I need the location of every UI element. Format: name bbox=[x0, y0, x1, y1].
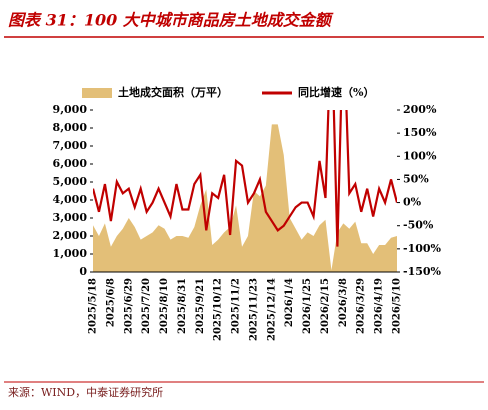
x-tick-label: 2025/6/8 bbox=[105, 278, 116, 327]
x-tick-label: 2025/8/31 bbox=[177, 278, 188, 334]
y-tick-label: 5,000 bbox=[53, 175, 88, 188]
x-tick-label: 2026/1/25 bbox=[302, 278, 313, 334]
legend-swatch bbox=[82, 88, 112, 98]
y-tick-label: 2,000 bbox=[53, 229, 88, 242]
y-tick-label: 7,000 bbox=[53, 139, 88, 152]
chart-title: 图表 31：100 大中城市商品房土地成交金额 bbox=[8, 11, 334, 30]
x-tick-label: 2025/9/21 bbox=[195, 278, 206, 334]
x-tick-label: 2025/11/2 bbox=[231, 278, 242, 334]
x-tick-label: 2025/11/23 bbox=[248, 278, 259, 341]
y2-tick-label: -100% bbox=[403, 242, 442, 255]
x-tick-label: 2025/6/29 bbox=[123, 278, 134, 334]
y2-tick-label: 150% bbox=[403, 126, 437, 139]
x-tick-label: 2026/2/15 bbox=[320, 278, 331, 334]
legend-label: 同比增速（%） bbox=[298, 85, 374, 99]
x-tick-label: 2025/5/18 bbox=[88, 278, 99, 334]
y-tick-label: 0 bbox=[79, 265, 87, 278]
x-tick-label: 2025/7/20 bbox=[141, 278, 152, 334]
y2-tick-label: 50% bbox=[403, 172, 429, 185]
legend-label: 土地成交面积（万平） bbox=[118, 85, 228, 99]
y-tick-label: 8,000 bbox=[53, 121, 88, 134]
y2-tick-label: -50% bbox=[403, 219, 434, 232]
x-tick-label: 2026/3/8 bbox=[338, 278, 349, 327]
y2-tick-label: -150% bbox=[403, 265, 442, 278]
x-tick-label: 2026/4/19 bbox=[374, 278, 385, 334]
x-tick-label: 2026/1/4 bbox=[284, 278, 295, 327]
x-tick-label: 2025/8/10 bbox=[159, 278, 170, 334]
y-tick-label: 4,000 bbox=[53, 193, 88, 206]
y-tick-label: 9,000 bbox=[53, 103, 88, 116]
x-tick-label: 2025/10/12 bbox=[213, 278, 224, 341]
x-tick-label: 2026/3/29 bbox=[356, 278, 367, 334]
plot-area bbox=[93, 110, 397, 272]
y-tick-label: 6,000 bbox=[53, 157, 88, 170]
y-tick-label: 3,000 bbox=[53, 211, 88, 224]
x-tick-label: 2025/12/14 bbox=[266, 278, 277, 341]
x-tick-label: 2026/5/10 bbox=[392, 278, 403, 334]
y2-tick-label: 100% bbox=[403, 149, 437, 162]
y2-tick-label: 200% bbox=[403, 103, 437, 116]
y-tick-label: 1,000 bbox=[53, 247, 88, 260]
source: 来源：WIND，中泰证券研究所 bbox=[8, 385, 163, 399]
y2-tick-label: 0% bbox=[403, 196, 422, 209]
line bbox=[93, 110, 397, 247]
area bbox=[93, 124, 397, 272]
